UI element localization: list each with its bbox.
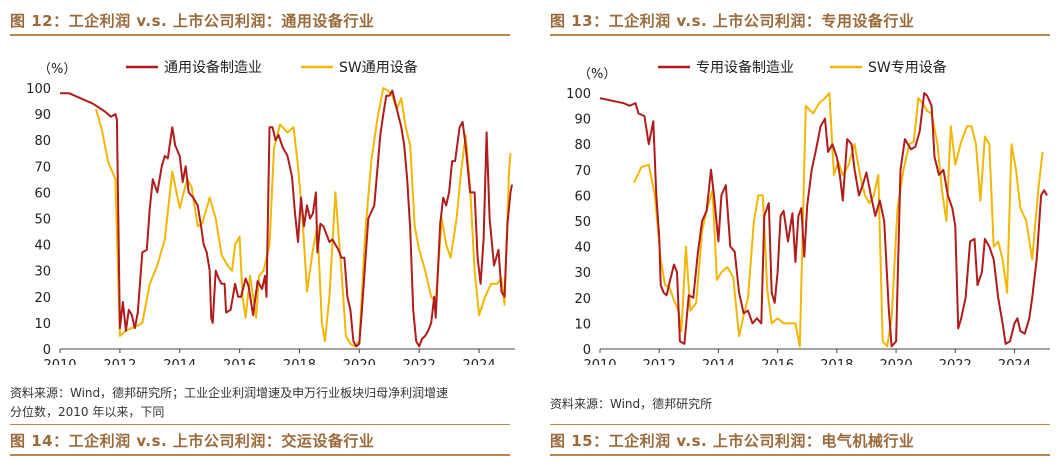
x-tick-label: 2020	[880, 358, 913, 365]
divider	[550, 424, 1050, 425]
x-tick-label: 2018	[283, 358, 316, 365]
right-figure-panel: 图 13：工企利润 v.s. 上市公司利润：专用设备行业 （%） 0 10 20 30 4…	[550, 0, 1050, 466]
y-tick-label: 0	[43, 343, 51, 358]
y-tick-label: 40	[574, 241, 591, 256]
x-tick-label: 2018	[820, 358, 853, 365]
x-tick-label: 2024	[463, 358, 496, 365]
x-tick-label: 2020	[343, 358, 376, 365]
y-tick-label: 20	[574, 292, 591, 307]
source-note: 资料来源：Wind，德邦研究所；工业企业利润增速及申万行业板块归母净利润增速 分…	[10, 384, 520, 422]
x-tick-label: 2012	[643, 358, 676, 365]
legend-label: SW专用设备	[868, 59, 947, 76]
x-tick-label: 2014	[163, 358, 196, 365]
legend-label: SW通用设备	[339, 59, 418, 76]
x-tick-label: 2016	[223, 358, 256, 365]
figure-title: 图 12：工企利润 v.s. 上市公司利润：通用设备行业	[10, 8, 510, 36]
next-figure-title-text: 图 15：工企利润 v.s. 上市公司利润：电气机械行业	[550, 432, 915, 450]
source-line-1: 资料来源：Wind，德邦研究所；工业企业利润增速及申万行业板块归母净利润增速	[10, 386, 449, 400]
source-line-2: 分位数，2010 年以来，下同	[10, 405, 165, 419]
y-tick-label: 60	[574, 189, 591, 204]
series-line	[94, 87, 512, 348]
y-tick-label: 60	[34, 186, 51, 201]
next-figure-title: 图 14：工企利润 v.s. 上市公司利润：交运设备行业	[10, 424, 510, 456]
y-tick-label: 70	[574, 164, 591, 179]
next-figure-title: 图 15：工企利润 v.s. 上市公司利润：电气机械行业	[550, 424, 1050, 456]
divider	[10, 424, 510, 425]
source-note: 资料来源：Wind，德邦研究所	[550, 395, 1060, 414]
x-tick-label: 2014	[702, 358, 735, 365]
y-tick-label: 90	[574, 113, 591, 128]
left-figure-panel: 图 12：工企利润 v.s. 上市公司利润：通用设备行业 （%） 0 10 20 30 4…	[10, 0, 515, 466]
y-unit-label: （%）	[38, 62, 76, 77]
x-tick-label: 2012	[103, 358, 136, 365]
y-tick-label: 80	[34, 134, 51, 149]
series-line	[599, 92, 1048, 348]
y-tick-label: 50	[34, 213, 51, 228]
x-tick-label: 2022	[939, 358, 972, 365]
y-unit-label: （%）	[578, 67, 616, 82]
y-tick-label: 0	[583, 343, 591, 358]
y-tick-label: 20	[34, 291, 51, 306]
y-tick-label: 10	[574, 317, 591, 332]
series-line	[633, 92, 1044, 348]
legend-label: 通用设备制造业	[164, 59, 262, 76]
y-tick-label: 10	[34, 317, 51, 332]
y-tick-label: 70	[34, 160, 51, 175]
y-tick-label: 40	[34, 239, 51, 254]
source-line-1: 资料来源：Wind，德邦研究所	[550, 397, 713, 411]
figure-title: 图 13：工企利润 v.s. 上市公司利润：专用设备行业	[550, 8, 1050, 36]
chart-left: （%） 0 10 20 30 40 50 60 70 80 90 100 2010 2012 2014 201…	[26, 59, 515, 365]
y-tick-label: 30	[34, 265, 51, 280]
x-tick-label: 2024	[998, 358, 1031, 365]
x-tick-label: 2016	[761, 358, 794, 365]
y-tick-label: 30	[574, 266, 591, 281]
y-tick-label: 80	[574, 138, 591, 153]
y-tick-label: 100	[566, 87, 591, 102]
y-tick-label: 90	[34, 108, 51, 123]
next-figure-title-text: 图 14：工企利润 v.s. 上市公司利润：交运设备行业	[10, 432, 375, 450]
x-tick-label: 2010	[583, 358, 616, 365]
x-tick-label: 2022	[403, 358, 436, 365]
y-tick-label: 100	[26, 82, 51, 97]
chart-right: （%） 0 10 20 30 40 50 60 70 80 90 100 2010 2012 2014 201…	[566, 59, 1050, 365]
series-line	[60, 89, 513, 348]
y-tick-label: 50	[574, 215, 591, 230]
legend-label: 专用设备制造业	[696, 59, 794, 76]
x-tick-label: 2010	[43, 358, 76, 365]
